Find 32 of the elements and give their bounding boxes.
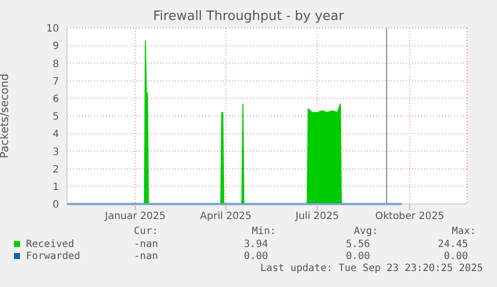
y-tick-label: 0: [52, 200, 59, 211]
text: -nan: [134, 239, 158, 250]
y-tick-label: 2: [52, 164, 59, 176]
text: 0.00: [346, 251, 370, 262]
y-tick-label: 9: [52, 41, 59, 52]
text: Cur:: [134, 226, 158, 237]
x-tick-label: Juli 2025: [294, 211, 339, 222]
y-tick-label: 5: [52, 112, 59, 123]
text: Min:: [252, 226, 276, 237]
chart-title: Firewall Throughput - by year: [152, 9, 345, 24]
x-tick-label: Januar 2025: [104, 211, 166, 222]
y-tick-label: 6: [52, 94, 59, 105]
y-tick-label: 7: [52, 76, 59, 88]
y-tick-label: 10: [46, 24, 59, 35]
text: 0.00: [444, 251, 468, 262]
y-axis-title: Packets/second: [0, 74, 11, 158]
text: Last update: Tue Sep 23 23:20:25 2025: [260, 263, 483, 274]
text: 3.94: [244, 239, 268, 250]
y-tick-label: 8: [52, 58, 59, 70]
text: Avg:: [354, 226, 378, 237]
x-tick-label: April 2025: [200, 211, 252, 222]
legend-label: Received: [26, 239, 74, 250]
y-tick-label: 4: [52, 129, 59, 140]
text: 24.45: [438, 239, 468, 250]
y-tick-label: 3: [52, 146, 59, 158]
text: 0.00: [244, 251, 268, 262]
text: 5.56: [346, 239, 370, 250]
text: -nan: [134, 251, 158, 262]
x-tick-label: Oktober 2025: [375, 211, 444, 222]
text: Max:: [452, 226, 476, 237]
legend-label: Forwarded: [26, 251, 80, 262]
y-tick-label: 1: [52, 182, 59, 193]
